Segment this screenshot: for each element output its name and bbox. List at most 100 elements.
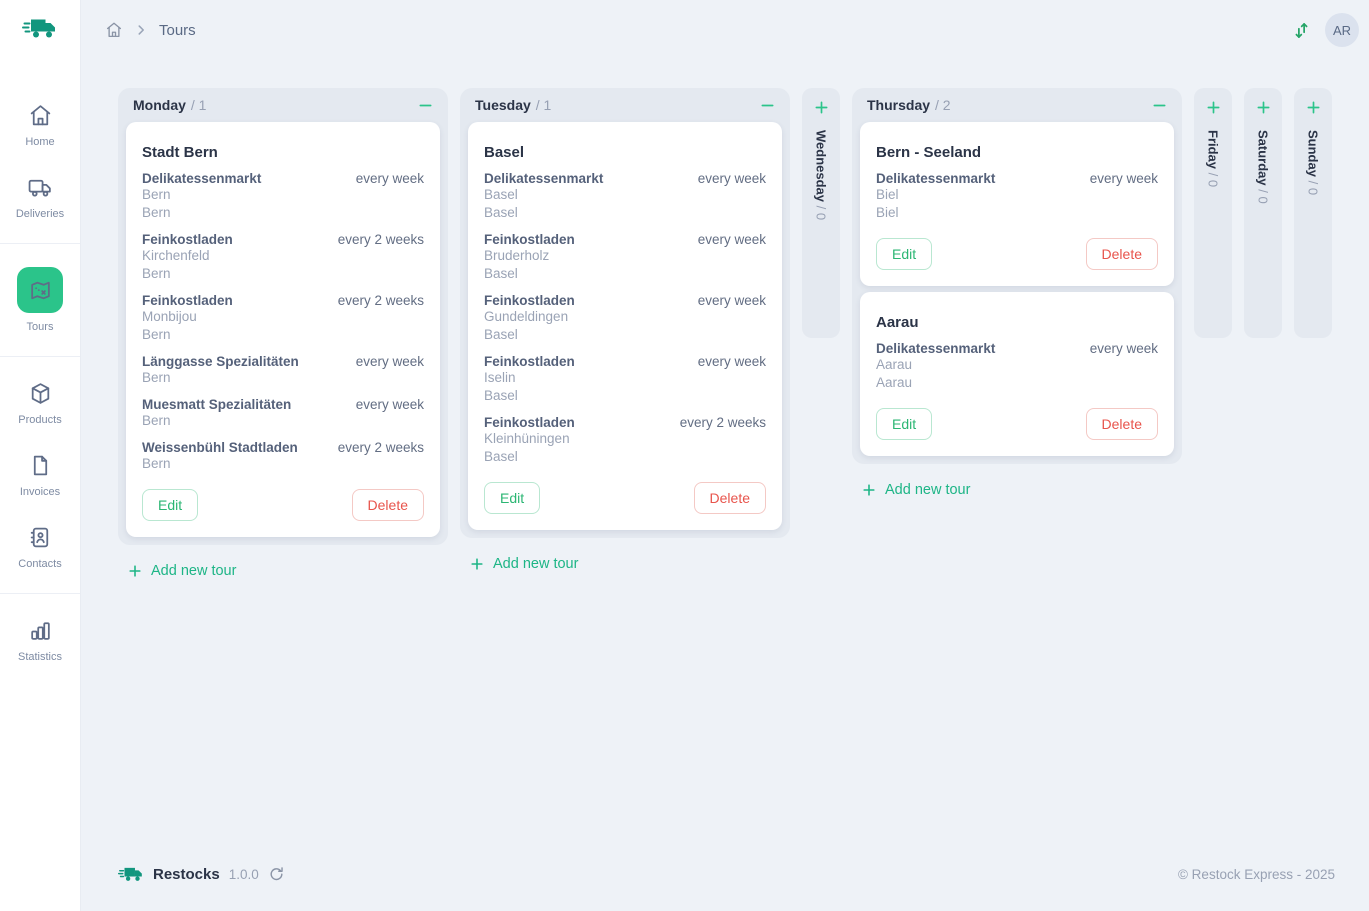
- tour-stop: Feinkostladen every week Gundeldingen Basel: [484, 293, 766, 344]
- plus-icon: [862, 483, 876, 497]
- day-column-wednesday: Wednesday / 0: [802, 88, 840, 338]
- breadcrumb: Tours: [105, 21, 196, 39]
- topbar: Tours AR: [81, 0, 1369, 60]
- edit-tour-button[interactable]: Edit: [484, 482, 541, 514]
- stop-detail-line: Biel: [876, 187, 899, 202]
- add-new-tour-label: Add new tour: [151, 563, 237, 579]
- stop-header: Delikatessenmarkt every week: [142, 171, 424, 186]
- stop-header: Delikatessenmarkt every week: [484, 171, 766, 186]
- stop-header: Feinkostladen every week: [484, 232, 766, 247]
- map-icon: [28, 277, 53, 303]
- expand-day-button[interactable]: [1256, 100, 1271, 115]
- sidebar-item-tours[interactable]: Tours: [0, 254, 80, 346]
- sidebar-item-contacts[interactable]: Contacts: [0, 511, 80, 583]
- sidebar-item-label: Tours: [26, 321, 54, 333]
- sidebar-group: Tours: [0, 243, 80, 356]
- stop-frequency: every week: [697, 354, 766, 369]
- tour-stop: Weissenbühl Stadtladen every 2 weeks Bern: [142, 440, 424, 473]
- delete-tour-button[interactable]: Delete: [1085, 238, 1158, 270]
- day-tour-count: / 1: [535, 97, 552, 113]
- sidebar-item-invoices[interactable]: Invoices: [0, 439, 80, 511]
- footer-app-version: 1.0.0: [228, 866, 259, 882]
- edit-tour-button[interactable]: Edit: [876, 408, 933, 440]
- tour-stop: Delikatessenmarkt every week Bern Bern: [142, 171, 424, 222]
- sidebar-group: Home Deliveries: [0, 79, 80, 243]
- breadcrumb-home-icon[interactable]: [105, 21, 123, 39]
- tour-card-actions: Edit Delete: [876, 238, 1158, 270]
- stop-detail-line: Bern: [142, 187, 171, 202]
- delete-tour-button[interactable]: Delete: [351, 489, 424, 521]
- sidebar-item-statistics[interactable]: Statistics: [0, 604, 80, 676]
- stop-header: Feinkostladen every week: [484, 354, 766, 369]
- stop-detail-line: Bern: [142, 205, 171, 220]
- stop-detail-line: Monbijou: [142, 309, 197, 324]
- stop-frequency: every week: [355, 397, 424, 412]
- tour-stop: Feinkostladen every week Iselin Basel: [484, 354, 766, 405]
- stop-detail-line: Basel: [484, 449, 518, 464]
- invoice-icon: [28, 452, 53, 478]
- stop-frequency: every 2 weeks: [337, 232, 424, 247]
- day-column-friday: Friday / 0: [1194, 88, 1232, 338]
- stop-header: Delikatessenmarkt every week: [876, 171, 1158, 186]
- delete-tour-button[interactable]: Delete: [693, 482, 766, 514]
- add-new-tour-button[interactable]: Add new tour: [862, 482, 970, 498]
- day-column-title: Tuesday/ 1: [475, 97, 551, 113]
- expand-day-button[interactable]: [814, 100, 829, 115]
- expand-day-button[interactable]: [1206, 100, 1221, 115]
- day-name: Monday: [133, 97, 186, 113]
- edit-tour-button[interactable]: Edit: [142, 489, 199, 521]
- sidebar-item-label: Contacts: [18, 558, 62, 570]
- footer: Restocks 1.0.0 © Restock Express - 2025: [81, 845, 1369, 903]
- breadcrumb-current-page: Tours: [159, 21, 196, 39]
- stop-detail-line: Kleinhüningen: [484, 431, 570, 446]
- active-nav-tile: [17, 267, 63, 313]
- stop-frequency: every week: [1089, 171, 1158, 186]
- stop-name: Feinkostladen: [484, 293, 575, 308]
- stop-detail-line: Iselin: [484, 370, 516, 385]
- sidebar-item-deliveries[interactable]: Deliveries: [0, 161, 80, 233]
- user-avatar[interactable]: AR: [1325, 13, 1359, 47]
- day-column-header: Thursday/ 2: [860, 88, 1174, 122]
- tour-card-actions: Edit Delete: [142, 489, 424, 521]
- tour-card-actions: Edit Delete: [876, 408, 1158, 440]
- expand-day-button[interactable]: [1306, 100, 1321, 115]
- contacts-icon: [28, 524, 53, 550]
- stop-name: Delikatessenmarkt: [876, 171, 996, 186]
- tour-stop: Delikatessenmarkt every week Basel Basel: [484, 171, 766, 222]
- footer-brand-block: Restocks 1.0.0: [118, 863, 285, 885]
- app-logo[interactable]: [0, 0, 80, 51]
- stop-frequency: every 2 weeks: [337, 293, 424, 308]
- stop-header: Feinkostladen every 2 weeks: [484, 415, 766, 430]
- tour-stop: Feinkostladen every 2 weeks Kleinhüningen B…: [484, 415, 766, 466]
- stop-name: Delikatessenmarkt: [876, 341, 996, 356]
- stop-header: Feinkostladen every week: [484, 293, 766, 308]
- tour-stop: Feinkostladen every 2 weeks Kirchenfeld Ber…: [142, 232, 424, 283]
- truck-icon: [28, 174, 53, 200]
- edit-tour-button[interactable]: Edit: [876, 238, 933, 270]
- stop-detail-line: Aarau: [876, 375, 913, 390]
- sidebar-item-products[interactable]: Products: [0, 367, 80, 439]
- sidebar-item-home[interactable]: Home: [0, 89, 80, 161]
- footer-copyright: © Restock Express - 2025: [1177, 866, 1335, 882]
- add-new-tour-button[interactable]: Add new tour: [128, 563, 236, 579]
- day-column-sunday: Sunday / 0: [1294, 88, 1332, 338]
- sidebar-item-label: Deliveries: [15, 208, 65, 220]
- refresh-icon[interactable]: [268, 866, 285, 883]
- stop-detail-line: Basel: [484, 266, 518, 281]
- day-column-tuesday: Tuesday/ 1 Basel Delikatessenmarkt every we…: [460, 88, 790, 572]
- tour-title: Stadt Bern: [142, 144, 218, 161]
- day-column-header: Monday/ 1: [126, 88, 440, 122]
- day-tour-count: / 0: [813, 205, 829, 221]
- add-new-tour-button[interactable]: Add new tour: [470, 556, 578, 572]
- stop-frequency: every week: [697, 171, 766, 186]
- collapse-day-button[interactable]: [418, 98, 433, 113]
- collapse-day-button[interactable]: [1152, 98, 1167, 113]
- delete-tour-button[interactable]: Delete: [1085, 408, 1158, 440]
- stop-frequency: every week: [1089, 341, 1158, 356]
- day-name: Sunday: [1305, 130, 1321, 177]
- sort-arrows-icon[interactable]: [1291, 20, 1312, 41]
- day-name: Friday: [1205, 130, 1221, 170]
- main-content: Tours AR Monday/ 1 Stadt Bern Delikatessen…: [81, 0, 1369, 911]
- stop-header: Muesmatt Spezialitäten every week: [142, 397, 424, 412]
- collapse-day-button[interactable]: [760, 98, 775, 113]
